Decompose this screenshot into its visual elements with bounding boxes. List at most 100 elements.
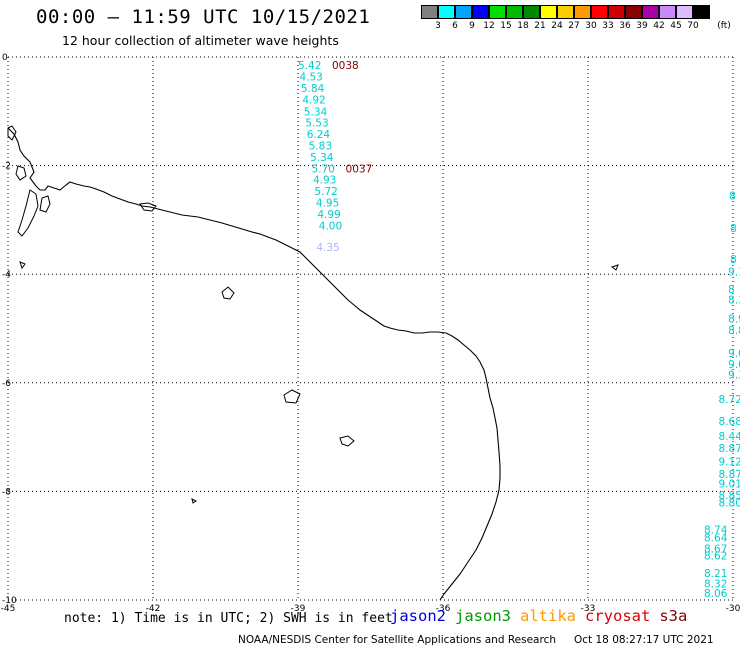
color-swatch [574,5,591,19]
color-swatch [540,5,557,19]
footer-timestamp: Oct 18 08:27:17 UTC 2021 [574,634,714,646]
wave-height-value: 8.21 [704,568,727,580]
map-subtitle: 12 hour collection of altimeter wave hei… [62,33,339,48]
lat-tick-label: -10 [2,596,17,606]
wave-height-value: 8.80 [719,497,740,509]
footer: NOAA/NESDIS Center for Satellite Applica… [238,634,714,646]
satellite-legend-item: jason2 [390,607,446,625]
color-swatch [608,5,625,19]
altimeter-track: 8889.188.38.98.89.09.09.38.728.688.448.8… [704,190,740,599]
color-scale-label: 12 [483,21,495,31]
color-swatch [642,5,659,19]
color-scale-label: 36 [619,21,631,31]
color-scale-label: 70 [687,21,699,31]
island-coast [17,189,39,237]
mainland-coast [7,127,501,601]
wave-height-value: 5.34 [304,106,328,118]
altimeter-track: 5.704.935.724.954.994.00 4.35 0037 [312,163,373,254]
color-scale-label: 18 [517,21,529,31]
wave-height-value: 8.72 [719,394,740,406]
color-scale-label: 27 [568,21,580,31]
color-scale-label: 33 [602,21,614,31]
wave-height-value: 4.00 [319,220,342,232]
map-title: 00:00 – 11:59 UTC 10/15/2021 [36,6,371,28]
color-swatch [421,5,438,19]
lon-tick-label: -33 [581,604,596,614]
wave-height-value: 8.74 [704,524,728,536]
island-coast [139,202,157,212]
satellite-legend-item: altika [520,607,576,625]
lon-tick-label: -30 [726,604,740,614]
wave-height-value: 9.0 [728,359,740,371]
island-coast [7,125,17,141]
wave-height-value: 8 [728,284,735,296]
wave-height-value: 8.64 [704,533,728,545]
wave-height-value: 8 [730,223,737,235]
coastline [7,125,619,601]
color-swatch [506,5,523,19]
wave-height-value: 5.72 [314,186,337,198]
lat-tick-label: -8 [2,487,11,497]
wave-height-value: 5.42 [298,60,321,72]
wave-height-value: 8 [729,190,736,202]
legend-note: note: 1) Time is in UTC; 2) SWH is in fe… [64,611,393,626]
wave-height-value: 4.92 [302,94,325,106]
satellite-legend-item: s3a [659,607,688,625]
color-swatch [625,5,642,19]
lat-tick-label: 0 [2,53,8,63]
axis-tick-labels: -45 -42 -39 -36 -33 -30 0 -2 -4 -6 -8 -10 [1,53,740,614]
wave-height-value: 8.06 [704,588,728,600]
satellite-legend-item: cryosat [585,607,651,625]
color-swatch [676,5,693,19]
wave-height-value: 8.87 [719,469,740,481]
wave-height-value: 9.01 [719,478,740,490]
footer-credit: NOAA/NESDIS Center for Satellite Applica… [238,634,556,646]
color-swatch [438,5,455,19]
lon-tick-label: -42 [146,604,161,614]
wave-height-color-scale [421,5,710,19]
wave-height-value: 4.95 [316,198,339,210]
color-scale-label: 39 [636,21,648,31]
island-coast [221,286,235,300]
wave-height-value: 4.93 [313,175,336,187]
color-swatch [489,5,506,19]
color-swatch [693,5,710,19]
color-swatch [472,5,489,19]
altimeter-tracks: 5.424.535.844.925.345.536.245.835.340038… [298,60,740,600]
color-swatch [557,5,574,19]
wave-height-value: 5.70 [312,163,335,175]
wave-height-value: 8.68 [719,416,740,428]
wave-height-value: 9.1 [728,266,740,278]
color-swatch [523,5,540,19]
wave-height-value: 8.8 [728,325,740,337]
wave-height-value: 8.87 [719,443,740,455]
pass-time-label: 0037 [346,163,373,175]
wave-height-value: 8 [730,254,737,266]
color-scale-label: 9 [469,21,475,31]
island-coast [19,261,26,270]
wave-height-value: 8.62 [704,550,727,562]
island-coast [191,498,197,504]
wave-height-value: 5.83 [309,141,332,153]
wave-height-value: 8.3 [728,295,740,307]
lon-tick-label: -36 [436,604,451,614]
color-scale-label: 15 [500,21,512,31]
color-scale-label: 42 [653,21,665,31]
color-scale-label: 24 [551,21,563,31]
color-scale-label: 21 [534,21,546,31]
wave-height-value: 9.3 [728,370,740,382]
island-coast [610,264,619,271]
wave-height-value: 5.34 [310,152,334,164]
lon-tick-label: -45 [1,604,16,614]
color-scale-label: 6 [452,21,458,31]
wave-height-value: 5.53 [305,118,328,130]
wave-height-value: 5.84 [301,83,325,95]
wave-height-value: 4.35 [316,242,339,254]
wave-height-value: 8.44 [719,431,740,443]
satellite-legend-item: jason3 [455,607,511,625]
color-scale-label: 45 [670,21,682,31]
color-swatch [591,5,608,19]
color-scale-unit: (ft) [717,21,731,31]
lat-tick-label: -6 [2,379,11,389]
